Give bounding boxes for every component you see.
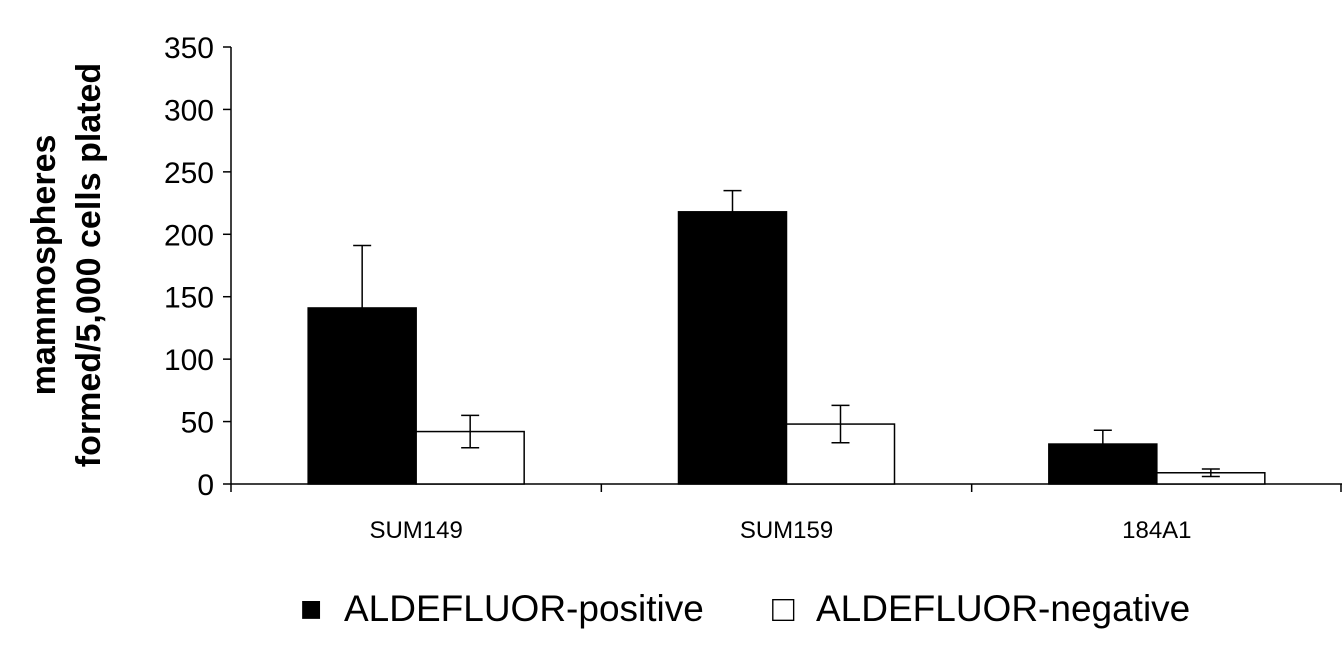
legend-symbol-positive: ■	[300, 588, 322, 629]
legend-label-positive: ALDEFLUOR-positive	[344, 588, 704, 629]
bar-0-1	[677, 211, 788, 485]
x-tick-label-0: SUM149	[369, 517, 462, 544]
error-bar-0-2	[1093, 429, 1112, 445]
error-bar-0-1	[723, 189, 742, 212]
legend-label-negative: ALDEFLUOR-negative	[816, 588, 1190, 629]
y-tick-label-1: 50	[181, 407, 214, 440]
y-tick-label-3: 150	[164, 282, 214, 315]
legend: ■ ALDEFLUOR-positive □ ALDEFLUOR-negativ…	[300, 588, 1190, 629]
x-tick-label-2: 184A1	[1122, 517, 1191, 544]
error-bar-0-0	[353, 244, 372, 308]
y-tick-label-5: 250	[164, 157, 214, 190]
legend-symbol-negative: □	[772, 588, 795, 629]
error-bar-1-0	[461, 414, 480, 449]
y-tick-label-6: 300	[164, 94, 214, 127]
y-tick-label-7: 350	[164, 32, 214, 65]
x-tick-label-1: SUM159	[740, 517, 833, 544]
y-ticks: 0 50 100 150 200 250 300 350	[164, 32, 231, 502]
x-ticks: SUM149 SUM159 184A1	[230, 484, 1342, 544]
y-axis-label: mammospheres formed/5,000 cells plated	[25, 63, 108, 467]
error-bar-1-1	[831, 404, 850, 444]
bar-0-2	[1048, 443, 1158, 485]
y-tick-label-4: 200	[164, 219, 214, 252]
error-bar-1-2	[1201, 468, 1220, 478]
y-tick-label-2: 100	[164, 344, 214, 377]
y-tick-label-0: 0	[197, 469, 214, 502]
error-bars	[353, 189, 1220, 478]
y-axis-label-line-1: mammospheres	[25, 135, 63, 396]
bars	[307, 211, 1266, 485]
y-axis-label-line-2: formed/5,000 cells plated	[70, 63, 108, 467]
bar-0-0	[307, 307, 417, 485]
